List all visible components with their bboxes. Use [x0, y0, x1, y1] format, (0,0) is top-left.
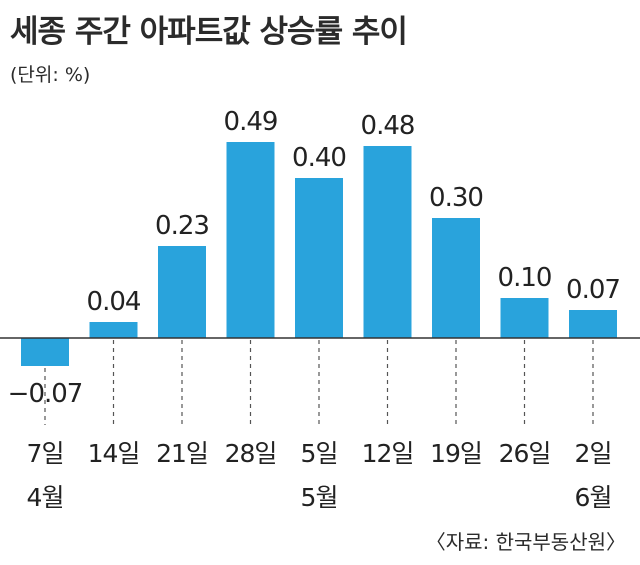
x-tick-label: 21일 — [156, 439, 208, 468]
x-tick-label: 7일 — [27, 439, 64, 468]
x-tick-labels: 7일 4월 14일 21일 28일 5일 5월 12일 19일 26일 2일 6월 — [27, 439, 613, 512]
bar — [226, 142, 275, 338]
value-label: 0.49 — [224, 107, 278, 137]
month-label: 4월 — [27, 483, 64, 512]
value-labels: −0.07 0.04 0.23 0.49 0.40 0.48 0.30 0.10 0.07 — [8, 107, 621, 409]
month-label: 5월 — [301, 483, 338, 512]
x-tick-label: 28일 — [225, 439, 277, 468]
month-label: 6월 — [575, 483, 612, 512]
value-label: 0.07 — [566, 275, 620, 305]
guide-lines — [44, 340, 594, 425]
bar — [21, 338, 69, 366]
bar — [500, 298, 549, 338]
bar — [295, 178, 343, 338]
value-label: 0.40 — [292, 143, 346, 173]
bar — [432, 218, 480, 338]
value-label: 0.10 — [498, 263, 552, 293]
value-label: 0.48 — [361, 111, 415, 141]
bars — [21, 142, 617, 366]
x-tick-label: 14일 — [88, 439, 140, 468]
value-label: 0.23 — [155, 211, 209, 241]
x-tick-label: 5일 — [301, 439, 338, 468]
x-tick-label: 19일 — [430, 439, 482, 468]
unit-label: (단위: %) — [10, 64, 91, 86]
source-note: 〈자료: 한국부동산원〉 — [425, 530, 626, 554]
chart-title: 세종 주간 아파트값 상승률 추이 — [10, 14, 408, 50]
value-label: −0.07 — [8, 379, 83, 409]
value-label: 0.04 — [87, 287, 141, 317]
bar — [569, 310, 617, 338]
bar — [89, 322, 138, 338]
x-tick-label: 2일 — [575, 439, 612, 468]
bar — [363, 146, 412, 338]
x-tick-label: 12일 — [362, 439, 414, 468]
bar — [158, 246, 206, 338]
value-label: 0.30 — [429, 183, 483, 213]
x-tick-label: 26일 — [499, 439, 551, 468]
